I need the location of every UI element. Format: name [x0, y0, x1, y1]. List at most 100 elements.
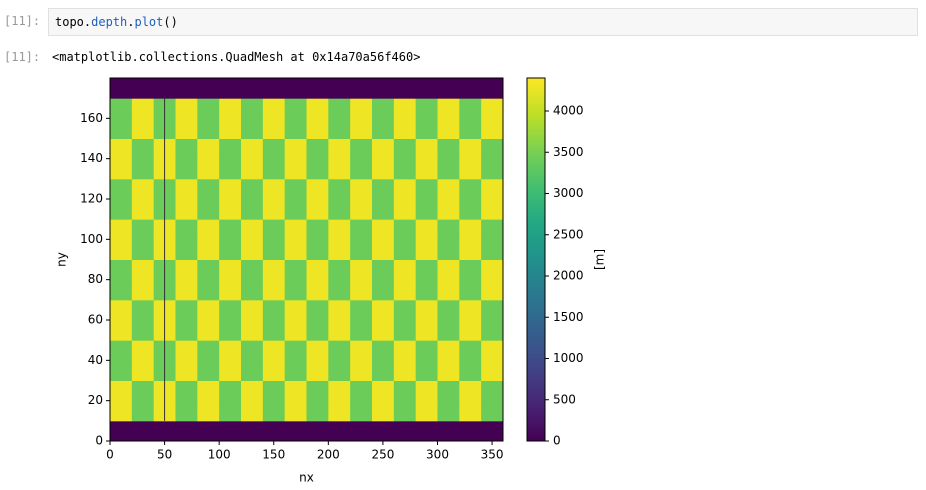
cell: [350, 138, 373, 160]
cell: [372, 219, 395, 240]
cell: [415, 320, 438, 341]
cell: [284, 420, 307, 442]
cell: [219, 400, 242, 422]
cell: [328, 420, 351, 442]
output-text: <matplotlib.collections.QuadMesh at 0x14…: [52, 50, 421, 64]
cell: [328, 380, 351, 402]
cell: [241, 380, 264, 402]
code-token: topo.: [55, 15, 92, 29]
cell: [415, 279, 438, 301]
x-tick-label: 350: [481, 448, 504, 462]
cell: [393, 178, 417, 200]
cell: [328, 138, 351, 160]
cell: [350, 400, 373, 422]
cell: [481, 380, 504, 402]
cell: [241, 158, 264, 180]
cell: [241, 400, 264, 422]
cell: [372, 239, 395, 260]
cell: [437, 259, 460, 281]
cell: [262, 178, 286, 200]
cell: [131, 299, 155, 321]
cell: [459, 360, 482, 381]
cell: [459, 158, 482, 180]
cell: [110, 320, 133, 341]
cell: [262, 340, 286, 361]
cell: [197, 259, 220, 281]
cell: [131, 320, 155, 341]
cell: [437, 98, 460, 119]
cell: [175, 199, 198, 220]
cell: [437, 360, 460, 381]
cell: [110, 199, 133, 220]
cell: [415, 158, 438, 180]
cell: [219, 219, 242, 240]
cell: [197, 239, 220, 260]
code-cell[interactable]: topo.depth.plot(): [48, 8, 918, 36]
cell: [110, 98, 133, 119]
cell: [197, 340, 220, 361]
cell: [197, 279, 220, 301]
cell: [131, 420, 155, 442]
cell: [350, 199, 373, 220]
code-token: (): [163, 15, 178, 29]
cell: [372, 158, 395, 180]
cell: [262, 98, 286, 119]
cell: [241, 98, 264, 119]
cell: [262, 420, 286, 442]
cell: [306, 259, 329, 281]
cell: [306, 118, 329, 139]
cell: [241, 178, 264, 200]
cell: [328, 400, 351, 422]
cell: [131, 380, 155, 402]
cell: [262, 239, 286, 260]
cell: [262, 158, 286, 180]
cell: [372, 279, 395, 301]
cell: [415, 380, 438, 402]
cell: [393, 259, 417, 281]
cell: [393, 118, 417, 139]
cell: [241, 340, 264, 361]
cell: [153, 78, 176, 99]
cell: [328, 259, 351, 281]
code-token: plot: [134, 15, 164, 29]
cell: [131, 239, 155, 260]
cell: [241, 420, 264, 442]
cell: [219, 340, 242, 361]
cell: [350, 320, 373, 341]
cell: [306, 299, 329, 321]
cell: [284, 400, 307, 422]
y-tick-label: 0: [95, 434, 103, 448]
cell: [415, 98, 438, 119]
x-tick-label: 100: [208, 448, 231, 462]
cell: [241, 118, 264, 139]
cell: [219, 299, 242, 321]
cell: [110, 239, 133, 260]
cell: [328, 219, 351, 240]
cell: [241, 219, 264, 240]
cell: [328, 340, 351, 361]
cell: [459, 420, 482, 442]
cell: [415, 219, 438, 240]
cell: [393, 158, 417, 180]
cell: [481, 118, 504, 139]
cell: [306, 340, 329, 361]
cell: [437, 299, 460, 321]
cell: [372, 138, 395, 160]
cell: [372, 380, 395, 402]
cell: [415, 400, 438, 422]
cell: [481, 78, 504, 99]
y-tick-label: 160: [80, 111, 103, 125]
cell: [262, 118, 286, 139]
cell: [350, 178, 373, 200]
cell: [437, 420, 460, 442]
cell: [372, 360, 395, 381]
cell: [328, 178, 351, 200]
cell: [153, 420, 176, 442]
cell: [110, 78, 133, 99]
cell: [175, 138, 198, 160]
cell: [481, 279, 504, 301]
cell: [219, 78, 242, 99]
cell: [481, 199, 504, 220]
cell: [328, 118, 351, 139]
cell: [241, 360, 264, 381]
